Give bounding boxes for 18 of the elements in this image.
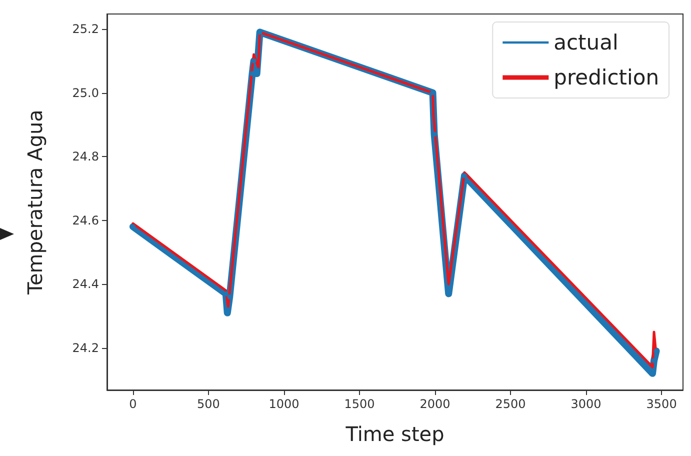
y-tick-label: 25.0 xyxy=(72,86,99,100)
x-tick-label: 1000 xyxy=(268,397,300,411)
legend-label: prediction xyxy=(554,66,659,90)
y-tick-label: 25.2 xyxy=(72,22,99,36)
x-tick-label: 2500 xyxy=(495,397,526,411)
x-tick-label: 2000 xyxy=(420,397,450,411)
x-axis-title: Time step xyxy=(344,422,444,446)
x-tick-label: 1500 xyxy=(344,397,375,411)
y-tick-label: 24.6 xyxy=(72,213,99,228)
x-tick-label: 3000 xyxy=(570,397,602,411)
y-tick-label: 24.2 xyxy=(72,340,99,355)
x-tick-label: 500 xyxy=(197,397,220,411)
y-axis-title: Temperatura Agua xyxy=(23,110,47,296)
x-tick-label: 0 xyxy=(129,397,137,411)
legend-label: actual xyxy=(554,30,618,54)
y-tick-label: 24.4 xyxy=(72,277,99,292)
x-tick-label: 3500 xyxy=(646,397,677,411)
y-tick-label: 24.8 xyxy=(72,150,99,164)
